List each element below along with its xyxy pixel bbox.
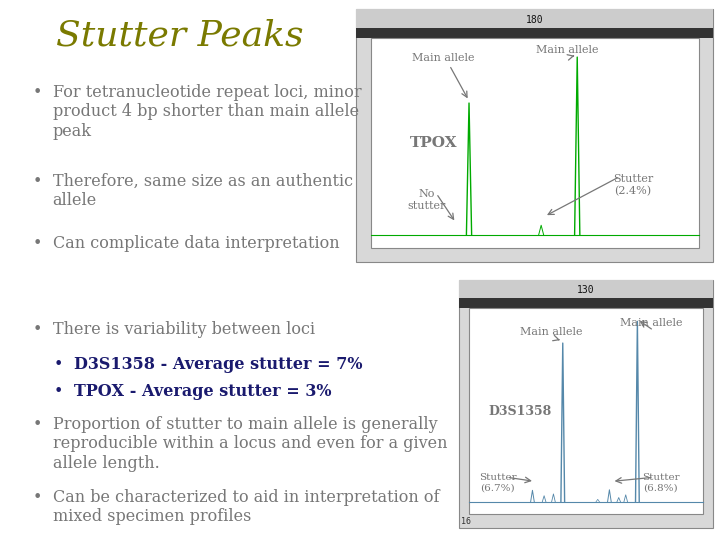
Bar	[371, 38, 698, 248]
Text: For tetranucleotide repeat loci, minor
product 4 bp shorter than main allele
pea: For tetranucleotide repeat loci, minor p…	[53, 84, 361, 140]
Text: •: •	[54, 356, 63, 373]
Bar	[356, 9, 713, 28]
Text: Main allele: Main allele	[520, 327, 582, 337]
Text: Stutter
(2.4%): Stutter (2.4%)	[613, 174, 653, 197]
Bar	[459, 280, 713, 528]
Text: 180: 180	[526, 15, 544, 25]
Text: •: •	[32, 416, 42, 433]
Text: Proportion of stutter to main allele is generally
reproducible within a locus an: Proportion of stutter to main allele is …	[53, 416, 447, 472]
Text: Stutter
(6.8%): Stutter (6.8%)	[642, 473, 680, 492]
Text: Can be characterized to aid in interpretation of
mixed specimen profiles: Can be characterized to aid in interpret…	[53, 489, 439, 525]
Text: •: •	[32, 235, 42, 252]
Text: Stutter
(6.7%): Stutter (6.7%)	[479, 473, 516, 492]
Text: Can complicate data interpretation: Can complicate data interpretation	[53, 235, 339, 252]
Bar	[469, 308, 703, 515]
Text: Main allele: Main allele	[620, 319, 683, 328]
Text: Main allele: Main allele	[412, 53, 474, 63]
Text: There is variability between loci: There is variability between loci	[53, 321, 315, 338]
Text: Main allele: Main allele	[536, 45, 598, 55]
Text: •: •	[32, 173, 42, 190]
Text: Therefore, same size as an authentic
allele: Therefore, same size as an authentic all…	[53, 173, 353, 210]
Text: •: •	[32, 489, 42, 505]
Text: 130: 130	[577, 285, 595, 295]
Text: D3S1358: D3S1358	[488, 405, 552, 418]
Text: D3S1358 - Average stutter = 7%: D3S1358 - Average stutter = 7%	[74, 356, 363, 373]
Text: •: •	[32, 321, 42, 338]
Text: 16: 16	[461, 517, 471, 526]
Bar	[356, 28, 713, 38]
Bar	[459, 298, 713, 308]
Text: No
stutter: No stutter	[408, 189, 446, 211]
Bar	[356, 9, 713, 262]
Text: Stutter Peaks: Stutter Peaks	[56, 19, 304, 53]
Text: •: •	[54, 383, 63, 400]
Text: TPOX: TPOX	[410, 136, 458, 150]
Text: •: •	[32, 84, 42, 100]
Text: TPOX - Average stutter = 3%: TPOX - Average stutter = 3%	[74, 383, 332, 400]
Bar	[459, 280, 713, 298]
